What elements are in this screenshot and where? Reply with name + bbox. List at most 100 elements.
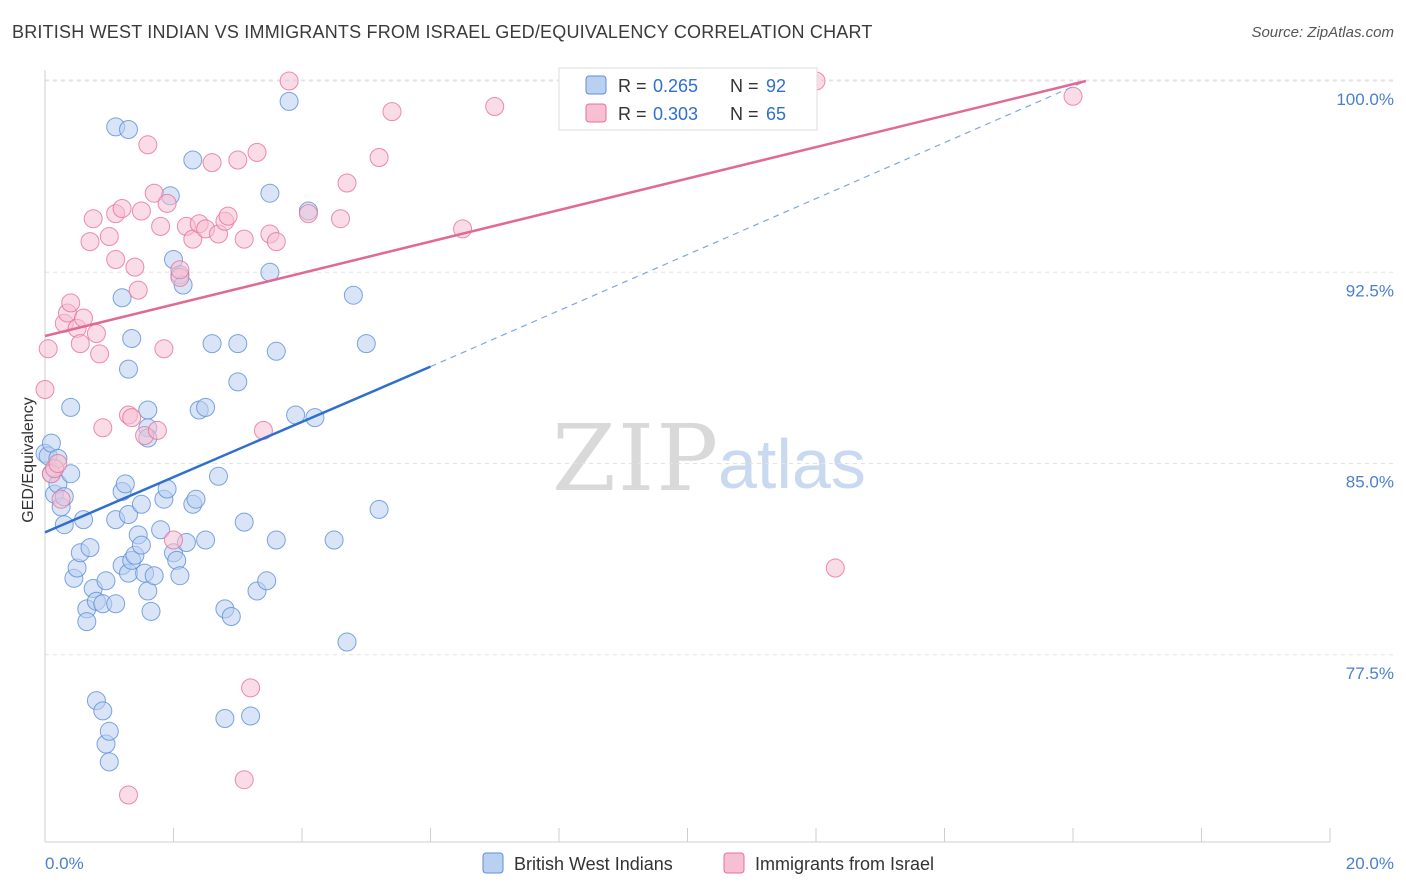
data-point	[83, 209, 103, 229]
stats-blue-n-value: 92	[766, 76, 786, 96]
data-point	[260, 183, 280, 203]
y-tick-label: 85.0%	[1346, 473, 1394, 492]
data-point	[61, 397, 81, 417]
data-point	[151, 216, 171, 236]
stats-pink-n-label: N =	[730, 104, 759, 124]
chart-title: BRITISH WEST INDIAN VS IMMIGRANTS FROM I…	[12, 22, 873, 42]
data-point	[337, 173, 357, 193]
data-point	[279, 71, 299, 91]
data-point	[112, 199, 132, 218]
stats-pink-r-value: 0.303	[653, 104, 698, 124]
legend-label-pink: Immigrants from Israel	[755, 854, 934, 874]
data-point	[106, 250, 126, 269]
data-point	[147, 420, 167, 440]
data-point	[77, 612, 97, 632]
y-axis-label: GED/Equivalency	[20, 397, 37, 522]
x-tick-label-min: 0.0%	[45, 854, 84, 873]
data-point	[99, 227, 119, 246]
y-tick-label: 92.5%	[1346, 281, 1394, 300]
data-point	[138, 135, 158, 155]
data-point	[209, 466, 228, 486]
data-point	[99, 752, 119, 772]
data-point	[266, 341, 286, 361]
data-point	[369, 499, 389, 519]
x-tick-label-max: 20.0%	[1346, 854, 1394, 873]
y-tick-label: 77.5%	[1346, 664, 1394, 683]
data-point	[128, 280, 148, 300]
data-point	[151, 520, 171, 540]
data-point	[382, 102, 402, 122]
data-point	[35, 380, 55, 399]
data-point	[298, 204, 318, 224]
data-point	[96, 571, 116, 591]
data-point	[228, 334, 248, 354]
data-point	[186, 489, 206, 509]
data-point	[80, 538, 100, 558]
x-ticks	[44, 828, 1331, 842]
data-point	[154, 339, 174, 359]
stats-blue-n-label: N =	[730, 76, 759, 96]
stats-swatch-blue	[585, 75, 607, 95]
series-british-west-indians	[35, 91, 389, 772]
data-point	[337, 632, 357, 652]
stats-blue-r-value: 0.265	[653, 76, 698, 96]
data-point	[266, 232, 286, 252]
data-point	[170, 566, 190, 586]
stats-pink-n-value: 65	[766, 104, 786, 124]
data-point	[257, 571, 277, 591]
trend-line-blue	[44, 365, 431, 534]
data-point	[234, 770, 254, 790]
data-point	[157, 193, 177, 213]
data-point	[196, 530, 216, 550]
stats-box: R = 0.265 N = 92 R = 0.303 N = 65	[558, 67, 818, 131]
data-point	[241, 706, 261, 726]
data-point	[324, 530, 344, 550]
data-point	[825, 558, 845, 578]
legend-swatch-blue	[482, 852, 504, 874]
data-point	[122, 329, 142, 348]
data-point	[86, 324, 106, 343]
data-point	[61, 293, 81, 313]
data-point	[202, 153, 222, 173]
legend: British West Indians Immigrants from Isr…	[482, 852, 934, 874]
data-point	[119, 505, 138, 524]
data-point	[80, 232, 100, 252]
data-point	[485, 97, 505, 116]
data-point	[131, 201, 151, 221]
data-point	[119, 359, 138, 379]
data-point	[119, 120, 138, 139]
series-immigrants-from-israel	[35, 71, 1083, 805]
source-label: Source: ZipAtlas.com	[1251, 24, 1394, 41]
data-point	[215, 709, 235, 728]
data-point	[93, 701, 113, 721]
data-point	[218, 206, 238, 226]
stats-swatch-pink	[585, 103, 607, 123]
data-point	[115, 474, 135, 494]
data-point	[144, 183, 164, 203]
data-point	[48, 454, 68, 473]
stats-pink-r-label: R =	[618, 104, 647, 124]
data-point	[331, 209, 350, 229]
stats-blue-r-label: R =	[618, 76, 647, 96]
data-point	[356, 334, 376, 354]
data-point	[167, 550, 187, 570]
trend-line-blue-extension	[430, 80, 1087, 368]
data-point	[241, 678, 261, 698]
y-tick-labels: 77.5% 85.0% 92.5% 100.0%	[1336, 90, 1394, 683]
data-point	[266, 530, 286, 550]
data-point	[112, 288, 132, 308]
data-point	[93, 418, 113, 438]
data-point	[70, 334, 90, 354]
data-point	[164, 530, 183, 550]
data-point	[141, 601, 161, 621]
data-point	[119, 785, 138, 805]
y-tick-label: 100.0%	[1336, 90, 1394, 109]
data-point	[90, 344, 110, 364]
trend-lines	[44, 79, 1087, 534]
data-point	[131, 535, 151, 555]
data-point	[125, 257, 145, 277]
data-point	[279, 91, 299, 111]
gridlines	[45, 79, 1394, 656]
data-point	[202, 334, 222, 354]
data-point	[234, 512, 254, 532]
